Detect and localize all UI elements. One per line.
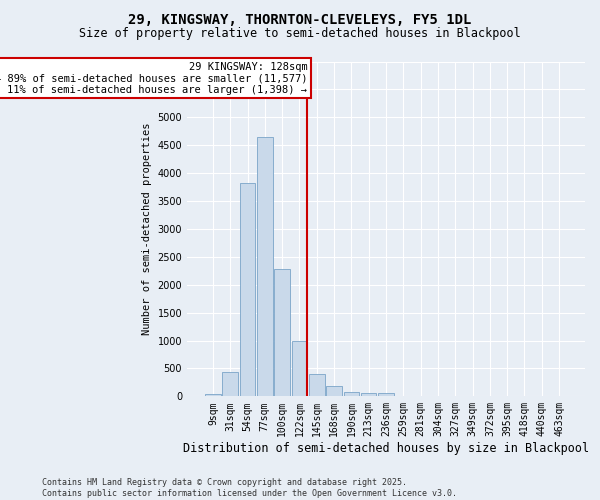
- Text: 29, KINGSWAY, THORNTON-CLEVELEYS, FY5 1DL: 29, KINGSWAY, THORNTON-CLEVELEYS, FY5 1D…: [128, 12, 472, 26]
- Bar: [378, 394, 394, 396]
- Bar: [344, 392, 359, 396]
- Y-axis label: Number of semi-detached properties: Number of semi-detached properties: [142, 122, 152, 335]
- Bar: [240, 183, 256, 396]
- Bar: [223, 372, 238, 396]
- Bar: [361, 392, 376, 396]
- Text: Size of property relative to semi-detached houses in Blackpool: Size of property relative to semi-detach…: [79, 28, 521, 40]
- Bar: [274, 269, 290, 396]
- Bar: [292, 340, 307, 396]
- Bar: [326, 386, 342, 396]
- X-axis label: Distribution of semi-detached houses by size in Blackpool: Distribution of semi-detached houses by …: [183, 442, 589, 455]
- Bar: [205, 394, 221, 396]
- Text: 29 KINGSWAY: 128sqm
← 89% of semi-detached houses are smaller (11,577)
11% of se: 29 KINGSWAY: 128sqm ← 89% of semi-detach…: [0, 62, 307, 94]
- Text: Contains HM Land Registry data © Crown copyright and database right 2025.
Contai: Contains HM Land Registry data © Crown c…: [42, 478, 457, 498]
- Bar: [309, 374, 325, 396]
- Bar: [257, 137, 272, 396]
